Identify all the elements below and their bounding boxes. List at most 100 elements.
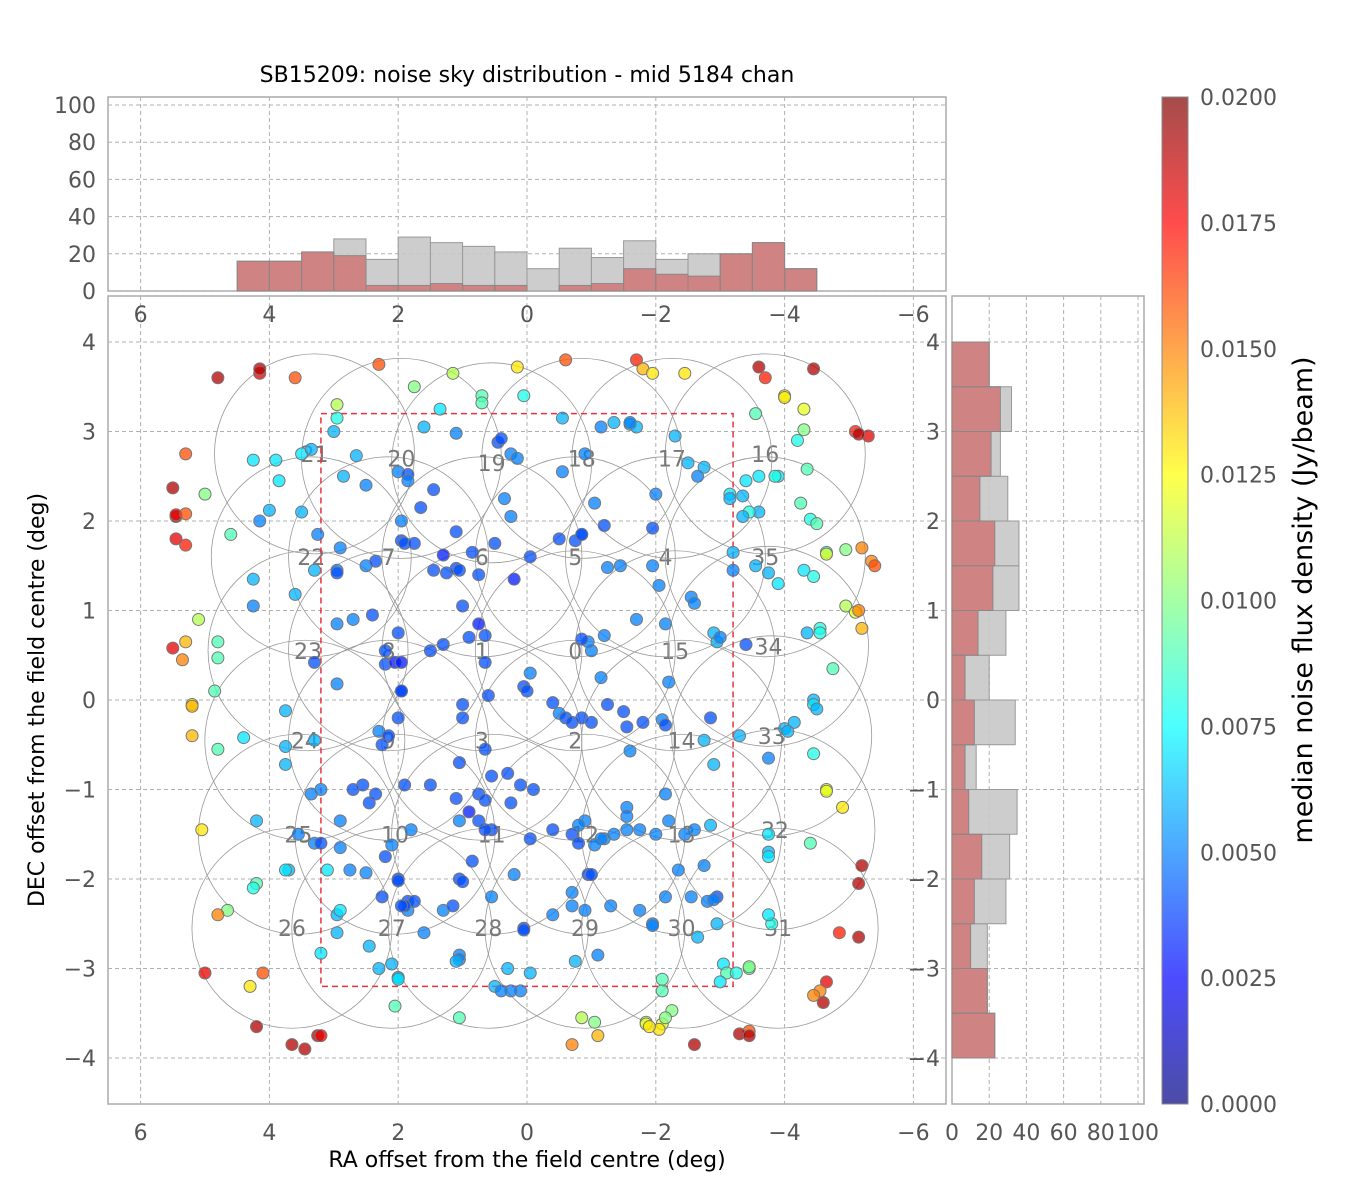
data-point (369, 554, 383, 568)
beam-label: 28 (474, 917, 502, 942)
data-point (617, 705, 631, 719)
data-point (597, 629, 611, 643)
dec-hist-bar-outside (951, 789, 970, 835)
data-point (285, 1038, 299, 1052)
data-point (262, 503, 276, 517)
data-point (658, 1011, 672, 1025)
ra-histogram: 0 20 40 60 80 100 (54, 94, 946, 305)
data-point (520, 684, 534, 698)
dec-hist-bar-outside (951, 386, 1001, 432)
data-point (211, 908, 225, 922)
data-point (565, 827, 579, 841)
ra-hist-bar-outside (365, 284, 399, 292)
data-point (555, 411, 569, 425)
data-point (504, 510, 518, 524)
data-point (494, 984, 508, 998)
data-point (298, 1042, 312, 1056)
data-point (742, 960, 756, 974)
data-point (517, 389, 531, 403)
data-point (279, 757, 292, 771)
data-point (662, 814, 676, 828)
data-point (762, 850, 775, 864)
data-point (797, 423, 811, 437)
dec-hist-bar-outside (951, 833, 983, 880)
data-point (362, 939, 376, 953)
ra-hist-bar-outside (236, 260, 270, 292)
y-tick-label-right: 0 (926, 689, 940, 714)
data-point (691, 469, 705, 483)
ra-hist-bar-outside (462, 284, 496, 292)
data-point (713, 975, 727, 989)
data-point (523, 966, 537, 980)
data-point (655, 984, 669, 998)
beam-circle (664, 456, 866, 658)
data-point (601, 561, 614, 575)
ra-hist-bar-outside (687, 275, 721, 292)
ra-hist-bar-outside (784, 268, 818, 292)
data-point (704, 711, 718, 725)
data-point (807, 747, 821, 761)
y-tick-label: 4 (82, 331, 96, 356)
data-point (762, 566, 775, 580)
ra-hist-bar-outside (623, 268, 657, 292)
beam-circle (581, 733, 782, 935)
ra-hist-bar-outside (719, 253, 753, 292)
data-point (211, 635, 225, 649)
y-tick-label-right: −4 (908, 1047, 940, 1072)
data-point (330, 398, 344, 412)
x-tick-label-top: −2 (640, 303, 672, 328)
ra-hist-bar-outside (333, 255, 367, 292)
data-point (807, 569, 821, 583)
data-point (330, 566, 344, 580)
data-point (211, 651, 225, 665)
data-point (179, 507, 193, 521)
data-point (584, 715, 598, 729)
data-point (578, 903, 592, 917)
data-point (752, 360, 766, 374)
scatter-points (166, 353, 882, 1056)
y-tick-label: 0 (82, 689, 96, 714)
x-tick-label: −2 (640, 1121, 672, 1146)
data-point (427, 483, 441, 497)
data-point (462, 630, 476, 644)
ra-hist-bar-outside (558, 284, 592, 292)
data-point (478, 823, 492, 837)
beam-circle (581, 639, 782, 841)
data-point (388, 999, 402, 1013)
data-point (646, 559, 660, 573)
data-point (633, 823, 647, 837)
data-point (394, 899, 408, 913)
x-tick-label: −4 (768, 1121, 800, 1146)
y-tick-label-right: 2 (926, 510, 940, 535)
dec-hist-tick: 100 (1117, 1121, 1159, 1146)
data-point (739, 638, 753, 652)
data-point (304, 787, 318, 801)
data-point (333, 903, 347, 917)
data-point (588, 1015, 602, 1029)
beam-circle (391, 362, 592, 564)
data-point (330, 617, 344, 631)
data-point (855, 859, 869, 873)
data-point (423, 778, 437, 792)
data-point (810, 702, 824, 716)
ra-hist-bar-outside (268, 260, 303, 292)
colorbar-tick-label: 0.0050 (1200, 841, 1277, 866)
data-point (446, 899, 460, 913)
data-point (198, 966, 212, 980)
x-tick-label-top: −4 (768, 303, 800, 328)
data-point (678, 366, 692, 380)
data-point (565, 885, 579, 899)
data-point (649, 827, 663, 841)
data-point (185, 729, 199, 743)
ra-hist-bar-outside (590, 283, 625, 292)
data-point (465, 854, 479, 868)
data-point (166, 481, 180, 495)
data-point (768, 469, 782, 483)
data-point (472, 617, 486, 631)
ra-hist-bar-all (526, 268, 560, 292)
data-point (704, 818, 718, 832)
data-point (781, 724, 795, 738)
x-tick-label: 0 (520, 1121, 534, 1146)
data-point (452, 756, 466, 770)
data-point (691, 930, 705, 944)
